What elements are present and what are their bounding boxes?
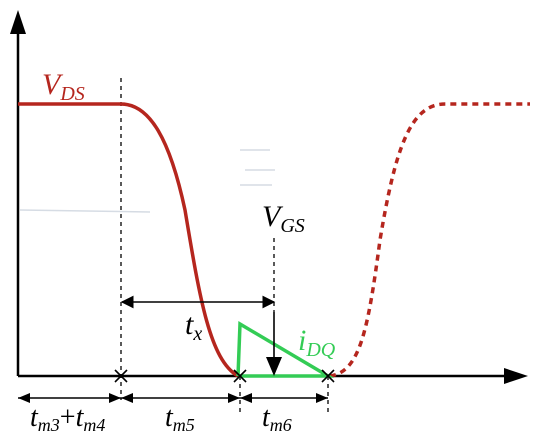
dim-arrow-tm4-right	[121, 393, 133, 403]
dim-arrow-tm5-right	[240, 393, 252, 403]
dim-arrow-tm4-left	[109, 393, 121, 403]
x-axis-arrowhead	[504, 368, 528, 384]
vds-label: VDS	[42, 68, 85, 105]
idq-curve	[236, 321, 335, 378]
cross-marks	[114, 369, 335, 383]
dim-arrow-left	[18, 393, 30, 403]
tx-label: tx	[185, 308, 202, 345]
dim-arrow-right	[316, 393, 328, 403]
tm5-label: tm5	[165, 402, 195, 435]
vgs-label: VGS	[262, 200, 305, 237]
tm3-tm4-label: tm3+tm4	[30, 402, 105, 435]
ghost-artifacts	[19, 149, 275, 213]
vds-curve-dashed	[329, 102, 530, 378]
tm6-label: tm6	[262, 402, 292, 435]
vgs-arrowhead	[266, 357, 282, 376]
dim-arrow-tm5-left	[228, 393, 240, 403]
vds-curve	[18, 102, 239, 378]
y-axis-arrowhead	[10, 10, 26, 34]
idq-label: iDQ	[298, 324, 336, 361]
